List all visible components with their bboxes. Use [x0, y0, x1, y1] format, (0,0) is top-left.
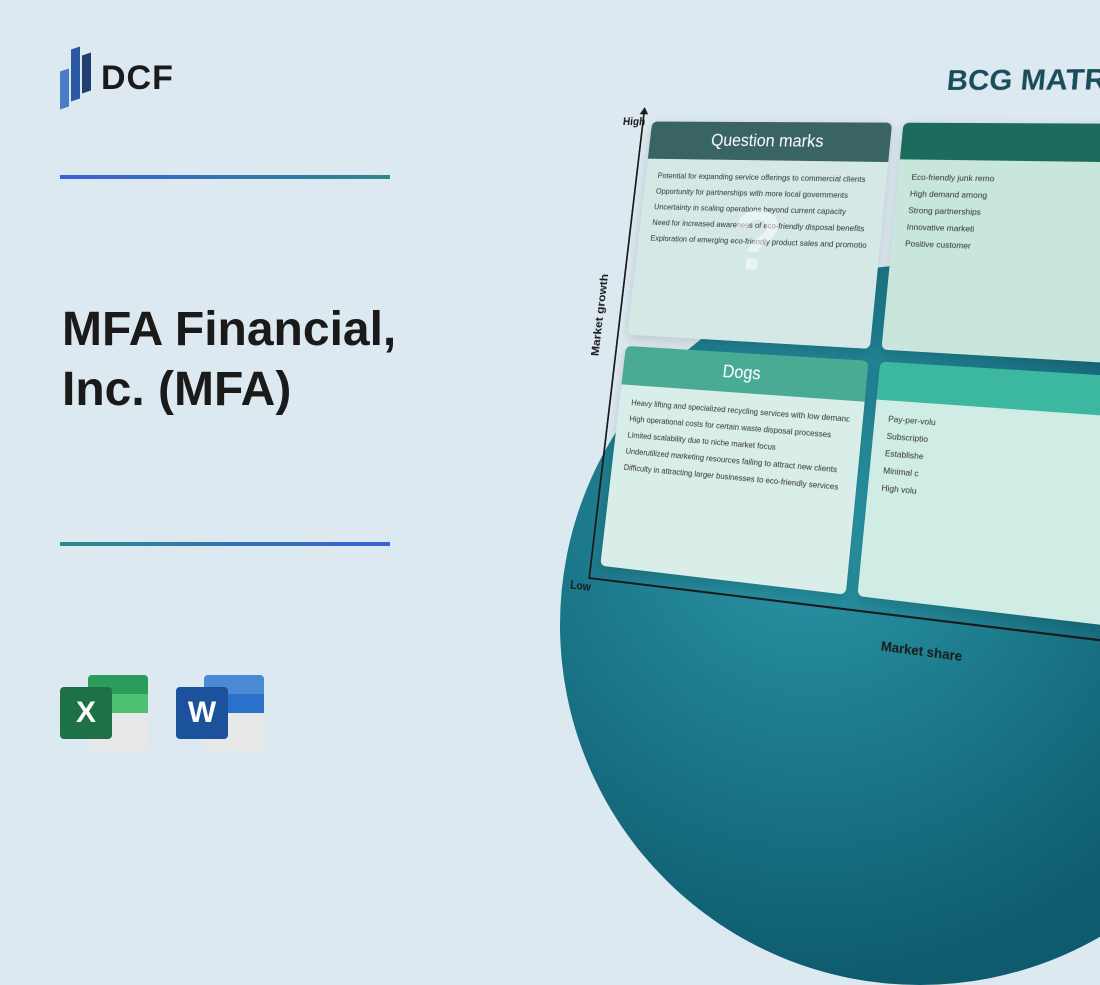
quad-body: Heavy lifting and specialized recycling …: [600, 384, 864, 595]
page-container: DCF MFA Financial, Inc. (MFA) X W BCG MA…: [0, 0, 1100, 805]
axis-low-label: Low: [569, 578, 591, 594]
logo: DCF: [60, 48, 174, 108]
divider-bottom: [60, 542, 390, 546]
quad-header: [900, 123, 1100, 163]
quadrant-cash-cows: Pay-per-volu Subscriptio Establishe Mini…: [857, 361, 1100, 629]
logo-icon: [60, 48, 91, 108]
quad-body: ? Potential for expanding service offeri…: [627, 159, 888, 349]
quad-body: Eco-friendly junk remo High demand among…: [881, 159, 1100, 365]
quad-header: Question marks: [648, 122, 892, 163]
word-icon: W: [176, 669, 264, 757]
x-axis-label: Market share: [880, 638, 962, 664]
divider-top: [60, 175, 390, 179]
logo-text: DCF: [101, 59, 174, 98]
bcg-matrix: BCG MATRIX High Low Market growth Market…: [542, 98, 1100, 694]
quadrant-dogs: Dogs Heavy lifting and specialized recyc…: [600, 345, 869, 594]
quadrant-question-marks: Question marks ? Potential for expanding…: [627, 122, 892, 349]
y-axis-label: Market growth: [588, 274, 610, 357]
quadrant-stars: Eco-friendly junk remo High demand among…: [881, 123, 1100, 366]
quad-body: Pay-per-volu Subscriptio Establishe Mini…: [857, 399, 1100, 629]
matrix-title: BCG MATRIX: [945, 63, 1100, 97]
app-icons-row: X W: [60, 669, 264, 757]
excel-icon: X: [60, 669, 148, 757]
main-title: MFA Financial, Inc. (MFA): [62, 300, 396, 420]
quadrant-grid: Question marks ? Potential for expanding…: [600, 122, 1100, 630]
